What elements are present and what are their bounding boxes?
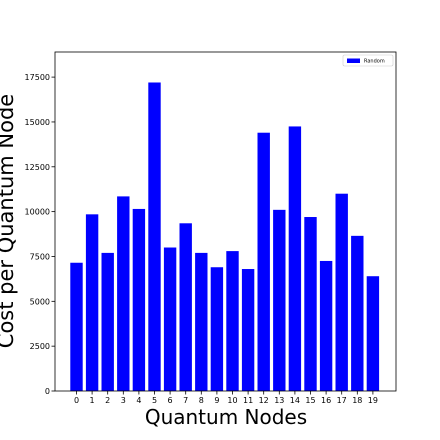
bar-node-16	[319, 260, 333, 391]
bar-node-9	[210, 267, 224, 391]
plot-frame	[54, 51, 397, 392]
y-tick-label: 10000	[25, 208, 50, 217]
bar-node-4	[132, 208, 146, 391]
x-tick-label: 14	[290, 396, 300, 405]
bar-node-18	[351, 235, 364, 391]
bar-node-10	[226, 251, 239, 391]
x-tick-label: 16	[321, 396, 331, 405]
bar-node-6	[163, 247, 177, 391]
bar-node-8	[195, 252, 208, 391]
x-tick-label: 1	[90, 396, 95, 405]
y-axis-ticks: 0 2500 5000 7500 10000 12500 15000 17500	[25, 73, 55, 396]
y-axis-label: Cost per Quantum Node	[0, 94, 18, 348]
bar-node-7	[179, 223, 192, 391]
x-tick-label: 4	[136, 396, 141, 405]
y-tick-label: 2500	[30, 342, 50, 351]
bar-node-3	[117, 196, 130, 391]
x-tick-label: 11	[243, 396, 253, 405]
x-axis-ticks: 0 1 2 3 4 5 6 7 8 9 10 11 12 13 14 15 16 17 18 19	[74, 391, 378, 405]
bar-node-2	[101, 252, 114, 391]
bar-node-14	[288, 126, 302, 391]
x-tick-label: 13	[274, 396, 284, 405]
x-tick-label: 17	[337, 396, 347, 405]
x-tick-label: 12	[259, 396, 269, 405]
bar-node-17	[335, 193, 348, 391]
y-tick-label: 0	[45, 387, 50, 396]
bar-node-12	[257, 132, 270, 391]
bar-node-0	[70, 262, 83, 391]
bar-node-11	[241, 269, 255, 391]
bar-node-1	[85, 214, 99, 391]
legend: Random	[342, 54, 394, 67]
x-tick-label: 15	[305, 396, 315, 405]
x-tick-label: 7	[183, 396, 188, 405]
x-tick-label: 18	[352, 396, 362, 405]
y-tick-label: 17500	[25, 73, 50, 82]
legend-label: Random	[364, 59, 385, 65]
x-tick-label: 2	[105, 396, 110, 405]
bar-node-13	[273, 209, 286, 391]
y-tick-label: 12500	[25, 163, 50, 172]
bar-node-15	[304, 217, 317, 391]
x-tick-label: 3	[121, 396, 126, 405]
legend-swatch	[347, 58, 360, 63]
legend-box	[342, 54, 394, 67]
x-tick-label: 8	[199, 396, 204, 405]
bar-node-5	[148, 82, 161, 392]
x-tick-label: 10	[227, 396, 237, 405]
bar-node-19	[366, 276, 380, 391]
y-tick-label: 7500	[30, 252, 50, 261]
y-tick-label: 5000	[30, 297, 50, 306]
x-tick-label: 9	[214, 396, 219, 405]
x-tick-label: 6	[168, 396, 173, 405]
x-axis-label: Quantum Nodes	[145, 405, 307, 429]
y-tick-label: 15000	[25, 118, 50, 127]
x-tick-label: 19	[368, 396, 378, 405]
bars-group	[70, 82, 380, 392]
x-tick-label: 0	[74, 396, 79, 405]
x-tick-label: 5	[152, 396, 157, 405]
